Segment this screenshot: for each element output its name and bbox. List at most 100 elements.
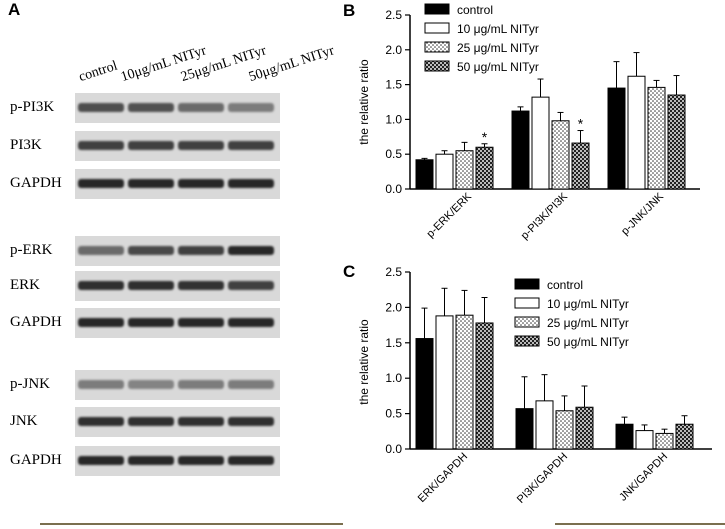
blot-band (78, 318, 124, 327)
y-tick-label: 1.0 (385, 112, 402, 126)
legend-swatch (424, 41, 450, 53)
bar (415, 338, 434, 450)
blot-band (178, 380, 224, 389)
bar (511, 110, 530, 190)
blot-band (228, 380, 274, 389)
panel-a-letter: A (8, 0, 21, 19)
legend-label: 10 μg/mL NITyr (547, 297, 629, 311)
bar (435, 153, 454, 190)
bar (635, 430, 654, 450)
legend-swatch (424, 22, 450, 34)
y-axis-title: the relative ratio (357, 59, 371, 145)
bar (475, 322, 494, 450)
bar (615, 423, 634, 450)
bar (415, 159, 434, 190)
blot-band (228, 103, 274, 112)
blot-row-label: GAPDH (10, 452, 62, 468)
blot-band (178, 417, 224, 426)
blot-band (78, 456, 124, 465)
blot-band (228, 318, 274, 327)
legend-label: 10 μg/mL NITyr (457, 22, 539, 36)
blot-row-label: JNK (10, 413, 38, 429)
bar (627, 75, 646, 190)
blot-band (178, 103, 224, 112)
legend-label: 50 μg/mL NITyr (457, 60, 539, 74)
blot-band (78, 103, 124, 112)
bottom-rule-right (555, 523, 725, 525)
y-tick-label: 0.5 (385, 407, 402, 421)
category-label: JNK/GAPDH (617, 451, 670, 504)
blot-row-label: p-JNK (10, 376, 50, 392)
blot-band (178, 456, 224, 465)
legend-swatch (424, 60, 450, 72)
blot-band (228, 179, 274, 188)
legend-swatch (514, 278, 540, 290)
y-tick-label: 0.0 (385, 182, 402, 196)
bar (555, 410, 574, 450)
blot-band (128, 318, 174, 327)
significance-star: * (578, 116, 584, 132)
y-tick-label: 0.0 (385, 442, 402, 456)
blot-band (128, 246, 174, 255)
y-tick-label: 0.5 (385, 147, 402, 161)
blot-band (178, 246, 224, 255)
legend-swatch (514, 297, 540, 309)
bar (655, 432, 674, 450)
bar (435, 315, 454, 450)
legend-label: 25 μg/mL NITyr (457, 41, 539, 55)
blot-band (128, 456, 174, 465)
blot-band (178, 281, 224, 290)
bar (607, 87, 626, 190)
blot-row-label: GAPDH (10, 314, 62, 330)
blot-band (78, 141, 124, 150)
significance-star: * (482, 129, 488, 145)
legend-label: 50 μg/mL NITyr (547, 335, 629, 349)
bar (575, 406, 594, 450)
category-label: p-ERK/ERK (425, 190, 475, 240)
blot-band (228, 281, 274, 290)
bottom-rule-left (40, 523, 343, 525)
category-label: PI3K/GAPDH (515, 451, 570, 506)
bar (667, 94, 686, 190)
category-label: p-PI3K/PI3K (519, 190, 571, 242)
legend-swatch (424, 3, 450, 15)
blot-band (228, 417, 274, 426)
blot-row-label: ERK (10, 277, 40, 293)
blot-row-label: p-PI3K (10, 99, 55, 115)
y-tick-label: 1.0 (385, 371, 402, 385)
legend-label: control (547, 278, 583, 292)
blot-row-label: PI3K (10, 137, 42, 153)
blot-band (78, 179, 124, 188)
blot-band (178, 318, 224, 327)
y-tick-label: 1.5 (385, 78, 402, 92)
blot-band (228, 141, 274, 150)
blot-band (128, 141, 174, 150)
blot-band (78, 380, 124, 389)
blot-band (128, 281, 174, 290)
y-tick-label: 2.5 (385, 265, 402, 279)
bar (675, 423, 694, 450)
legend-label: 25 μg/mL NITyr (547, 316, 629, 330)
blot-band (78, 281, 124, 290)
panel-b-letter: B (343, 1, 356, 20)
legend-swatch (514, 316, 540, 328)
blot-band (128, 380, 174, 389)
bar (475, 146, 494, 190)
blot-band (78, 246, 124, 255)
y-tick-label: 2.5 (385, 8, 402, 22)
blot-band (128, 417, 174, 426)
bar (647, 86, 666, 190)
y-tick-label: 1.5 (385, 336, 402, 350)
legend-swatch (514, 335, 540, 347)
panel-c-letter: C (343, 262, 356, 281)
bar (531, 96, 550, 190)
blot-band (228, 456, 274, 465)
blot-band (128, 179, 174, 188)
legend-label: control (457, 3, 493, 17)
blot-band (78, 417, 124, 426)
y-axis-title: the relative ratio (357, 319, 371, 405)
bar (455, 150, 474, 190)
blot-band (178, 141, 224, 150)
bar (551, 120, 570, 190)
